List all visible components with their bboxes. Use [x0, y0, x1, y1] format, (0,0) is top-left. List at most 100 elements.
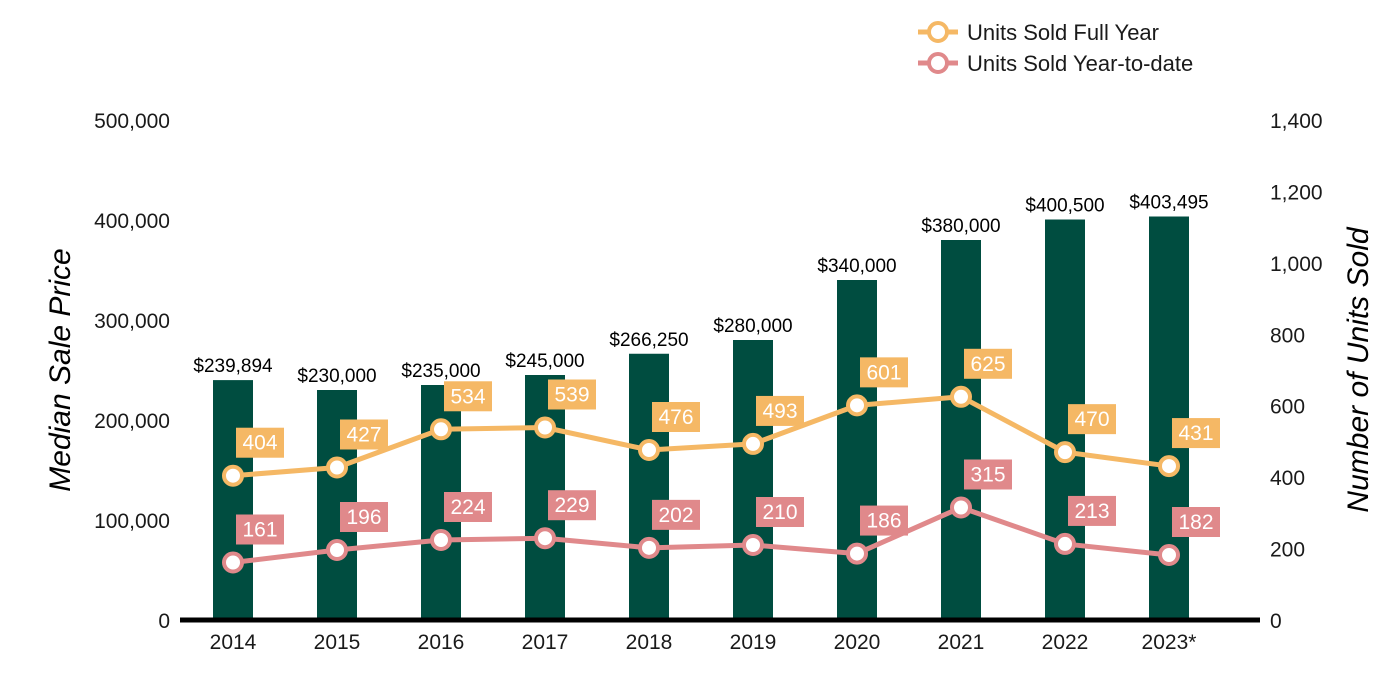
bar	[733, 340, 773, 620]
y-tick-label: 300,000	[94, 310, 170, 333]
data-label: 470	[1074, 408, 1109, 431]
x-tick-label: 2020	[834, 631, 881, 654]
data-point	[534, 416, 556, 439]
series-year-to-date: 161 196 224 229 202 210 186 315 213 182	[222, 459, 1220, 574]
data-point	[430, 418, 452, 441]
bar	[629, 353, 669, 620]
data-point	[950, 385, 972, 408]
data-label-box	[964, 459, 1012, 490]
bar	[837, 280, 877, 620]
data-label: 431	[1178, 422, 1213, 445]
data-point	[742, 432, 764, 455]
data-label: 161	[242, 519, 277, 542]
data-label: 534	[450, 385, 485, 408]
data-point	[950, 496, 972, 519]
x-tick-label: 2014	[210, 631, 257, 654]
data-label: 476	[658, 406, 693, 429]
data-label: 404	[242, 432, 277, 455]
left-axis: 0 100,000 200,000 300,000 400,000 500,000	[94, 110, 170, 633]
data-label-box	[1172, 418, 1220, 449]
legend-marker	[927, 21, 949, 43]
data-label: 493	[762, 400, 797, 423]
y2-tick-label: 1,200	[1270, 181, 1323, 204]
data-point	[742, 534, 764, 556]
y-axis-title: Median Sale Price	[44, 248, 77, 491]
line-series: 404 427 534 539 476 493 601 625 470 431 161 196 224 2…	[222, 348, 1220, 574]
data-label-box	[340, 502, 388, 532]
y2-tick-label: 1,400	[1270, 110, 1323, 133]
data-label: 427	[346, 424, 381, 447]
y2-tick-label: 400	[1270, 467, 1305, 490]
data-point	[326, 456, 348, 479]
data-label-box	[756, 395, 804, 426]
x-tick-label: 2016	[418, 631, 465, 654]
x-tick-label: 2015	[314, 631, 361, 654]
data-label: 182	[1178, 511, 1213, 534]
data-label-box	[236, 427, 284, 458]
x-tick-label: 2018	[626, 631, 673, 654]
x-tick-label: 2022	[1042, 631, 1089, 654]
data-label-box	[444, 381, 492, 412]
data-point	[638, 439, 660, 461]
y2-tick-label: 0	[1270, 610, 1282, 633]
bar-value-label: $280,000	[713, 316, 792, 337]
y2-axis-title: Number of Units Sold	[1342, 226, 1375, 512]
legend-item: Units Sold Year-to-date	[918, 51, 1193, 76]
y-tick-label: 0	[158, 610, 170, 633]
data-point	[1158, 455, 1180, 478]
data-point	[326, 539, 348, 561]
data-label: 213	[1074, 500, 1109, 523]
data-label: 601	[866, 361, 901, 384]
data-label-box	[860, 357, 908, 388]
bar-value-label: $230,000	[297, 366, 376, 387]
x-tick-label: 2023*	[1142, 631, 1197, 654]
data-label-box	[548, 379, 596, 410]
series-line	[232, 505, 1170, 565]
bar-value-label: $235,000	[401, 361, 480, 382]
bar-value-label: $239,894	[193, 356, 273, 377]
y-tick-label: 400,000	[94, 210, 170, 233]
x-tick-label: 2019	[730, 631, 777, 654]
data-label-box	[548, 490, 596, 521]
y-tick-label: 500,000	[94, 110, 170, 133]
y-tick-label: 100,000	[94, 510, 170, 533]
data-point	[222, 464, 244, 487]
data-point	[1158, 544, 1180, 566]
data-point	[222, 551, 244, 574]
bar-value-label: $245,000	[505, 351, 584, 372]
data-label-box	[444, 492, 492, 522]
y2-tick-label: 200	[1270, 539, 1305, 562]
x-tick-label: 2017	[522, 631, 569, 654]
data-label: 229	[554, 494, 589, 517]
bar-value-label: $403,495	[1129, 193, 1208, 214]
legend: Units Sold Full Year Units Sold Year-to-d…	[918, 20, 1193, 76]
data-point	[430, 529, 452, 551]
bar-value-label: $266,250	[609, 330, 688, 351]
data-point	[1054, 441, 1076, 464]
data-label-box	[1172, 507, 1220, 537]
data-label-box	[236, 514, 284, 545]
legend-label: Units Sold Year-to-date	[967, 51, 1193, 76]
data-label-box	[756, 497, 804, 527]
bar-value-label: $400,500	[1025, 196, 1104, 217]
bar	[941, 240, 981, 620]
data-label: 539	[554, 384, 589, 407]
data-label-box	[1068, 404, 1116, 435]
bar	[213, 380, 253, 620]
bar-value-label: $340,000	[817, 256, 896, 277]
series-line	[232, 394, 1170, 479]
y2-tick-label: 1,000	[1270, 253, 1323, 276]
data-label: 196	[346, 506, 381, 529]
data-label: 202	[658, 504, 693, 527]
x-tick-label: 2021	[938, 631, 985, 654]
data-point	[846, 542, 868, 565]
data-label: 210	[762, 501, 797, 524]
x-axis: 2014 2015 2016 2017 2018 2019 2020 2021 2022 2023…	[210, 631, 1197, 654]
data-label-box	[340, 419, 388, 450]
y-tick-label: 200,000	[94, 410, 170, 433]
right-axis: 0 200 400 600 800 1,000 1,200 1,400	[1270, 110, 1323, 633]
data-label-box	[860, 505, 908, 536]
data-label-box	[652, 499, 700, 530]
data-label-box	[964, 348, 1012, 379]
